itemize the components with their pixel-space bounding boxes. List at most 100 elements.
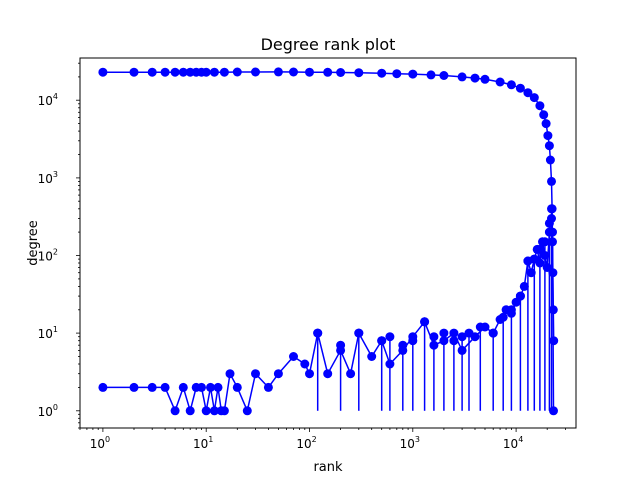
stem-point [398, 340, 408, 350]
series-1-point [170, 67, 180, 77]
stem-point [515, 291, 525, 301]
y-tick-exponent: 0 [53, 403, 58, 412]
series-1-point [535, 101, 545, 111]
x-tick-exponent: 4 [518, 435, 523, 444]
plot-area [79, 57, 577, 429]
x-tick-exponent: 2 [312, 435, 317, 444]
stem-point [547, 204, 556, 214]
stem-point [377, 336, 387, 346]
series-1-point [377, 68, 387, 78]
series-1-point [392, 69, 402, 79]
series-2-point [263, 382, 273, 392]
series-1-point [305, 67, 314, 77]
series-2-point [367, 352, 377, 361]
stem-point [488, 328, 498, 338]
stem-point [540, 237, 550, 247]
series-2-point [549, 406, 558, 416]
series-1-point [543, 131, 553, 141]
y-tick-label: 103 [38, 170, 58, 186]
stem-point [475, 322, 485, 332]
series-2-point [548, 227, 557, 237]
series-2-point [385, 359, 395, 369]
stem-point [535, 244, 545, 254]
series-2-point [346, 369, 356, 379]
stem-point [420, 317, 430, 327]
stem-point [408, 336, 418, 346]
stem-point [498, 312, 508, 322]
stem-point [429, 332, 439, 342]
stem-point [457, 332, 467, 342]
stem-point [336, 340, 346, 350]
stem-point [529, 254, 539, 264]
series-2-point [225, 369, 235, 379]
series-2-point [526, 268, 536, 278]
series-2-point [323, 369, 333, 379]
stem-point [385, 332, 395, 342]
series-2-point [305, 369, 314, 379]
stem-point [439, 328, 449, 338]
y-axis-label: degree [26, 220, 41, 266]
series-2-point [542, 263, 552, 272]
series-2-point [160, 382, 170, 392]
series-2-point [540, 251, 550, 260]
y-tick-exponent: 1 [53, 325, 58, 334]
x-tick-exponent: 1 [208, 435, 213, 444]
y-tick-label: 104 [38, 92, 58, 108]
x-axis-label: rank [313, 460, 343, 475]
x-tick-exponent: 0 [105, 435, 110, 444]
series-1-point [515, 83, 525, 93]
chart-title: Degree rank plot [261, 35, 396, 54]
x-tick-exponent: 3 [415, 435, 420, 444]
series-1-point [547, 176, 556, 186]
series-1-point [480, 74, 490, 84]
series-1-point [408, 69, 418, 79]
series-1-point [457, 72, 467, 82]
series-1-point [523, 88, 533, 98]
series-1-point [232, 67, 242, 77]
series-1-point [541, 119, 551, 129]
series-2-point [129, 382, 139, 392]
x-axis-ticks: 100 101 102 103 104 [79, 428, 566, 451]
data-layer [98, 67, 559, 416]
series-1-point [147, 67, 157, 77]
series-1-point [354, 68, 364, 78]
series-1-point [336, 68, 346, 77]
series-1-point [201, 67, 211, 77]
series-2-point [242, 406, 252, 416]
series-2-point [289, 352, 298, 361]
x-tick-label: 103 [400, 435, 420, 451]
series-1-point [160, 67, 170, 77]
series-2-point [219, 406, 229, 416]
y-tick-exponent: 3 [53, 170, 58, 179]
y-tick-label: 100 [38, 403, 58, 419]
y-tick-label: 101 [38, 325, 58, 341]
x-tick-label: 104 [503, 435, 523, 451]
series-2-point [457, 345, 467, 355]
series-2-point [429, 340, 439, 350]
series-2-point [178, 382, 188, 392]
series-2-point [232, 382, 242, 392]
series-2-point [185, 406, 195, 416]
series-2-point [213, 382, 223, 392]
series-1-point [426, 70, 436, 80]
series-2-point [300, 359, 310, 369]
series-2-point [201, 406, 211, 416]
series-2-point [439, 336, 449, 346]
series-1-point [470, 73, 480, 83]
series-2-point [251, 369, 260, 379]
series-1-point [539, 110, 549, 120]
series-1-point [529, 93, 539, 103]
series-1-point [273, 67, 283, 77]
stem-point [544, 218, 554, 228]
stem-point [313, 328, 323, 338]
stem-point [449, 336, 459, 346]
x-tick-label: 101 [193, 435, 213, 451]
series-2-point [449, 328, 459, 338]
stem-point [354, 328, 364, 338]
series-1-point [98, 67, 108, 77]
series-1-point [506, 80, 516, 90]
stem-point [464, 328, 474, 338]
series-1-point [439, 71, 449, 80]
